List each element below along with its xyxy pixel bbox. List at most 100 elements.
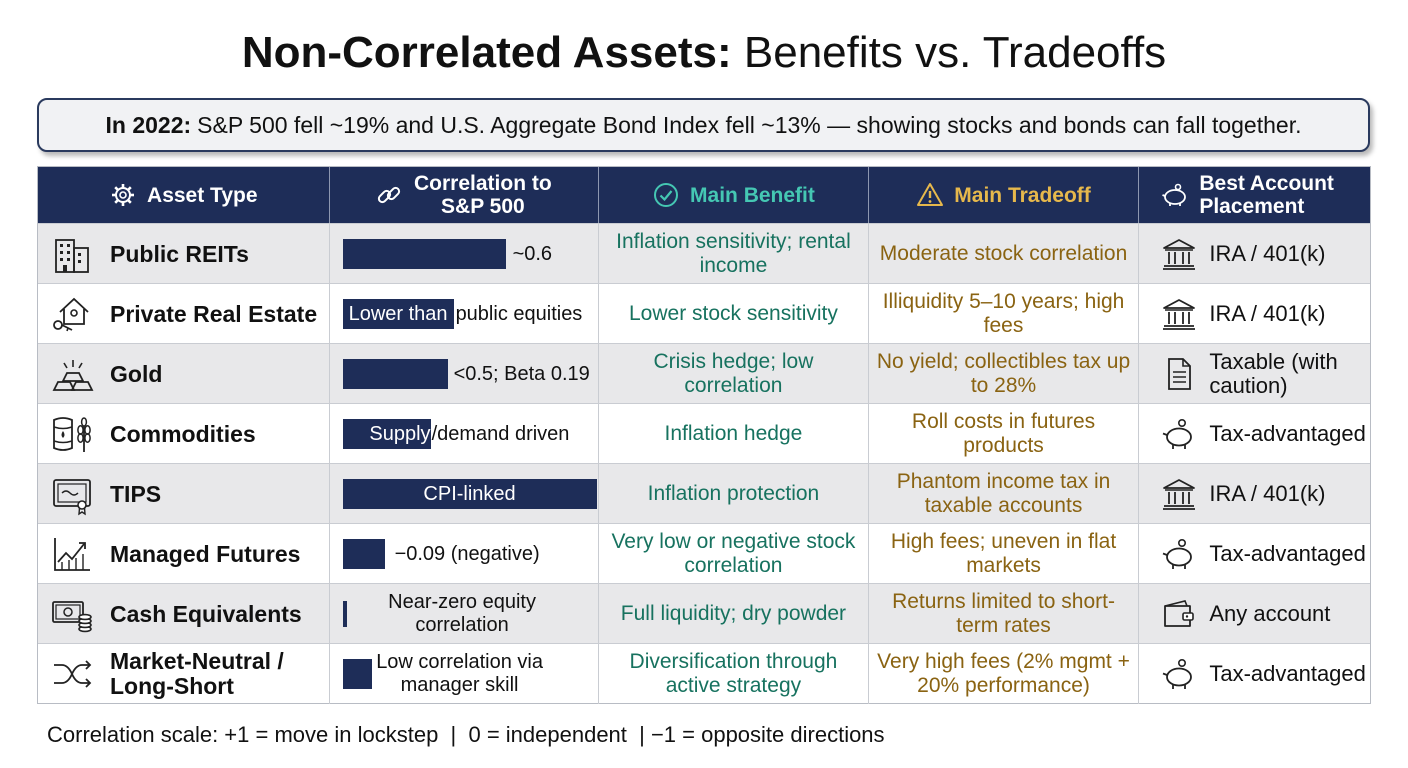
tradeoff-cell: Phantom income tax in taxable accounts <box>869 464 1140 524</box>
asset-cell: Commodities <box>38 404 330 464</box>
asset-name: Gold <box>110 360 163 387</box>
benefit-cell: Lower stock sensitivity <box>599 284 869 344</box>
certificate-icon <box>53 479 91 516</box>
table-row: TIPS CPI-linked Inflation protection Pha… <box>38 463 1370 524</box>
placement-text: IRA / 401(k) <box>1209 241 1326 266</box>
asset-name: TIPS <box>110 480 162 507</box>
tradeoff-cell: Very high fees (2% mgmt + 20% performanc… <box>869 644 1140 704</box>
placement-cell: Tax-advantaged <box>1139 524 1370 584</box>
tradeoff-cell: No yield; collectibles tax up to 28% <box>869 344 1140 404</box>
benefit-cell: Diversification through active strategy <box>599 644 869 704</box>
correlation-text-on-bar: Supply <box>369 423 431 445</box>
tradeoff-cell: Illiquidity 5–10 years; high fees <box>869 284 1140 344</box>
callout-lead: In 2022: <box>105 111 192 138</box>
placement-text: Tax-advantaged <box>1209 661 1366 686</box>
correlation-bar <box>342 659 372 689</box>
header-asset-type: Asset Type <box>38 167 330 223</box>
table-row: Public REITs ~0.6 Inflation sensitivity;… <box>38 223 1370 284</box>
gold-bars-icon <box>52 360 94 391</box>
correlation-cell: Lower than public equities <box>330 284 600 344</box>
asset-name: Market-Neutral / Long-Short <box>110 648 284 699</box>
tradeoff-cell: Moderate stock correlation <box>869 224 1140 284</box>
correlation-text: Near-zero equity correlation <box>388 591 536 636</box>
benefit-cell: Inflation hedge <box>599 404 869 464</box>
bank-icon <box>1163 299 1196 330</box>
placement-cell: Taxable (with caution) <box>1139 344 1370 404</box>
callout-box: In 2022: S&P 500 fell ~19% and U.S. Aggr… <box>37 98 1370 152</box>
table-row: Cash Equivalents Near-zero equity correl… <box>38 583 1370 644</box>
wallet-icon <box>1164 600 1195 627</box>
correlation-text: Low correlation via manager skill <box>376 651 543 696</box>
correlation-cell: Low correlation via manager skill <box>330 644 600 704</box>
benefit-cell: Crisis hedge; low correlation <box>599 344 869 404</box>
link-icon <box>377 186 400 204</box>
asset-name: Commodities <box>110 420 256 447</box>
correlation-bar <box>342 299 454 329</box>
house-key-icon <box>53 297 89 332</box>
correlation-cell: Supply /demand driven <box>330 404 600 464</box>
asset-cell: TIPS <box>38 464 330 524</box>
barrel-wheat-icon <box>53 417 91 452</box>
asset-name: Private Real Estate <box>110 300 318 327</box>
placement-cell: IRA / 401(k) <box>1139 224 1370 284</box>
correlation-bar <box>342 479 597 509</box>
correlation-text-on-bar: Lower than <box>348 303 448 325</box>
correlation-text-rest: public equities <box>455 303 583 325</box>
check-circle-icon <box>654 183 679 207</box>
asset-name: Cash Equivalents <box>110 600 302 627</box>
correlation-bar <box>342 359 448 389</box>
piggy-bank-icon <box>1163 538 1193 569</box>
line-chart-icon <box>54 538 90 571</box>
correlation-text: <0.5; Beta 0.19 <box>453 363 590 385</box>
correlation-cell: ~0.6 <box>330 224 600 284</box>
benefit-cell: Very low or negative stock correlation <box>599 524 869 584</box>
table-row: Gold <0.5; Beta 0.19 Crisis hedge; low c… <box>38 343 1370 404</box>
header-correlation-label: Correlation to S&P 500 <box>414 172 552 218</box>
header-correlation: Correlation to S&P 500 <box>330 167 600 223</box>
asset-cell: Private Real Estate <box>38 284 330 344</box>
asset-cell: Cash Equivalents <box>38 584 330 644</box>
correlation-bar <box>342 539 385 569</box>
correlation-text: −0.09 (negative) <box>394 543 540 565</box>
document-icon <box>1168 358 1192 390</box>
title-bold-part: Non-Correlated Assets: <box>241 28 732 77</box>
header-tradeoff: Main Tradeoff <box>869 167 1140 223</box>
placement-cell: Tax-advantaged <box>1139 404 1370 464</box>
table-header: Asset Type Correlation to S&P 500 Main B… <box>38 167 1370 223</box>
correlation-cell: <0.5; Beta 0.19 <box>330 344 600 404</box>
header-placement: Best Account Placement <box>1139 167 1370 223</box>
asset-cell: Gold <box>38 344 330 404</box>
asset-name: Managed Futures <box>110 540 301 567</box>
footnote: Correlation scale: +1 = move in lockstep… <box>47 722 885 747</box>
tradeoff-cell: Roll costs in futures products <box>869 404 1140 464</box>
correlation-text: ~0.6 <box>512 243 553 265</box>
header-benefit: Main Benefit <box>599 167 869 223</box>
placement-cell: Any account <box>1139 584 1370 644</box>
placement-text: IRA / 401(k) <box>1209 301 1326 326</box>
correlation-bar <box>342 419 431 449</box>
table-row: Commodities Supply /demand driven Inflat… <box>38 403 1370 464</box>
correlation-bar <box>342 239 506 269</box>
table-row: Managed Futures −0.09 (negative) Very lo… <box>38 523 1370 584</box>
correlation-cell: −0.09 (negative) <box>330 524 600 584</box>
placement-cell: Tax-advantaged <box>1139 644 1370 704</box>
header-placement-label: Best Account Placement <box>1199 172 1334 218</box>
correlation-cell: CPI-linked <box>330 464 600 524</box>
asset-cell: Market-Neutral / Long-Short <box>38 644 330 704</box>
placement-text: Any account <box>1209 601 1331 626</box>
placement-cell: IRA / 401(k) <box>1139 464 1370 524</box>
title-rest: Benefits vs. Tradeoffs <box>743 28 1167 77</box>
benefit-cell: Inflation sensitivity; rental income <box>599 224 869 284</box>
shuffle-arrows-icon <box>54 660 92 688</box>
correlation-text-rest: /demand driven <box>431 423 570 445</box>
asset-cell: Public REITs <box>38 224 330 284</box>
cash-coins-icon <box>52 601 92 633</box>
page-title: Non-Correlated Assets: Benefits vs. Trad… <box>0 26 1408 80</box>
comparison-table: Asset Type Correlation to S&P 500 Main B… <box>37 166 1371 704</box>
correlation-text: CPI-linked <box>423 483 516 505</box>
bank-icon <box>1163 479 1196 510</box>
placement-text: Taxable (with caution) <box>1209 349 1338 398</box>
gear-icon <box>112 184 135 206</box>
table-row: Private Real Estate Lower than public eq… <box>38 283 1370 344</box>
tradeoff-cell: High fees; uneven in flat markets <box>869 524 1140 584</box>
